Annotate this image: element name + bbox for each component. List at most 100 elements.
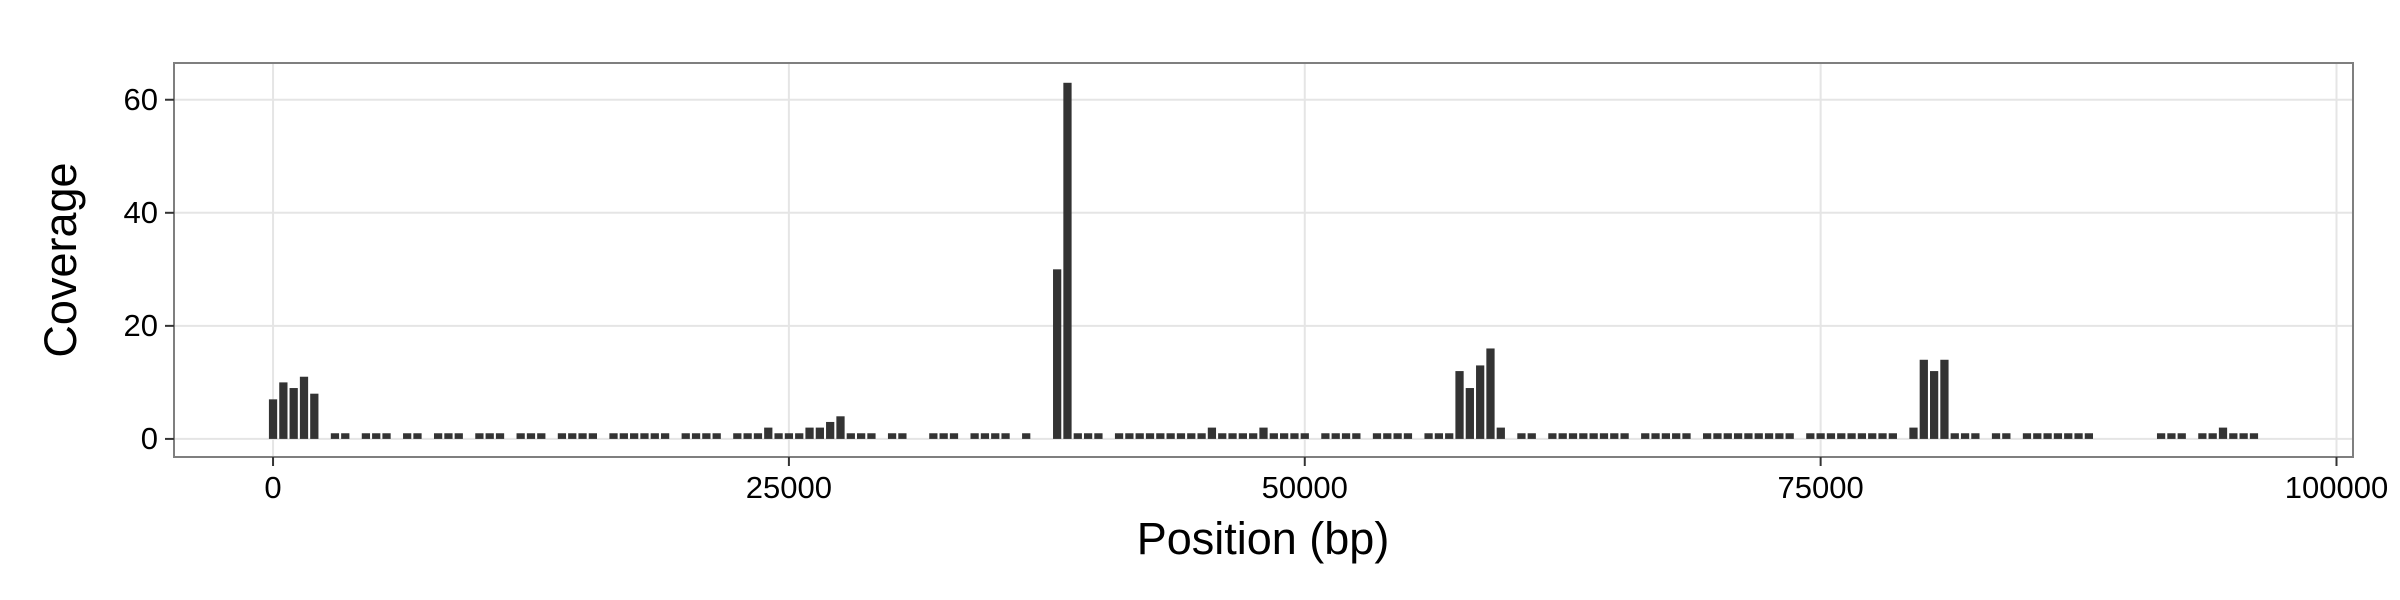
bar: [1403, 433, 1413, 439]
bar: [2022, 433, 2032, 439]
bar: [2229, 433, 2238, 439]
bar: [2074, 433, 2083, 439]
bar: [1445, 433, 1454, 439]
bar: [1156, 433, 1165, 439]
x-tick-label: 75000: [1778, 470, 1864, 505]
bar: [1352, 433, 1361, 439]
bar: [939, 433, 948, 439]
bar: [1754, 433, 1763, 439]
bar: [268, 399, 278, 439]
bar: [1197, 433, 1206, 439]
bar: [568, 433, 577, 439]
y-tick-label: 0: [141, 421, 158, 456]
bar: [846, 433, 855, 439]
bar: [2167, 433, 2176, 439]
plot-panel: [174, 63, 2353, 457]
bar: [495, 433, 505, 439]
bar: [980, 433, 990, 439]
bar: [537, 433, 546, 439]
bar: [2053, 433, 2063, 439]
panel-border: [173, 62, 2354, 458]
bar: [289, 388, 298, 439]
bar: [1486, 348, 1495, 439]
bar: [1785, 433, 1794, 439]
bar: [1053, 269, 1062, 439]
x-tick-label: 100000: [2285, 470, 2388, 505]
bar: [1558, 433, 1567, 439]
bar: [949, 433, 959, 439]
bar: [1837, 433, 1846, 439]
bar: [475, 433, 484, 439]
bar: [1424, 433, 1433, 439]
bar: [299, 376, 309, 439]
bar: [1806, 433, 1815, 439]
bar: [1826, 433, 1836, 439]
bar: [1022, 433, 1031, 439]
bar: [1857, 433, 1867, 439]
x-axis-title: Position (bp): [1137, 513, 1390, 564]
bar: [1063, 82, 1072, 439]
bar: [1651, 433, 1660, 439]
bar: [1259, 427, 1268, 439]
bar: [2064, 433, 2073, 439]
bar: [753, 433, 763, 439]
bar: [1568, 433, 1578, 439]
bar: [279, 382, 288, 439]
bar: [2249, 433, 2259, 439]
bar: [1476, 365, 1485, 439]
bar: [578, 433, 587, 439]
bar: [1001, 433, 1010, 439]
bar: [887, 433, 897, 439]
x-tick-label: 50000: [1262, 470, 1348, 505]
bar: [857, 433, 866, 439]
y-tick-label: 60: [124, 82, 158, 117]
bar: [1733, 433, 1743, 439]
bar: [1878, 433, 1887, 439]
bar: [1527, 433, 1536, 439]
bar: [1455, 371, 1464, 439]
bar: [2033, 433, 2042, 439]
bar: [1383, 433, 1392, 439]
bar: [1672, 433, 1681, 439]
bar: [1744, 433, 1753, 439]
bar: [1775, 433, 1784, 439]
bar: [1641, 433, 1650, 439]
bar: [1888, 433, 1897, 439]
bar: [382, 433, 391, 439]
bar: [795, 433, 804, 439]
bar: [1610, 433, 1619, 439]
grid: [174, 63, 2353, 457]
bar: [1661, 433, 1670, 439]
bar: [2198, 433, 2207, 439]
bar: [1125, 433, 1134, 439]
bar: [444, 433, 453, 439]
bar: [991, 433, 1000, 439]
bar: [691, 433, 701, 439]
bar: [1929, 371, 1939, 439]
bar: [2156, 433, 2166, 439]
bar: [1094, 433, 1103, 439]
bar: [640, 433, 649, 439]
bar: [1331, 433, 1340, 439]
bar: [1465, 388, 1474, 439]
bar: [2239, 433, 2248, 439]
bar: [1950, 433, 1959, 439]
bar: [836, 416, 845, 439]
bar: [1114, 433, 1124, 439]
bar: [485, 433, 494, 439]
bar: [609, 433, 618, 439]
bar: [1868, 433, 1877, 439]
bar: [341, 433, 350, 439]
bar: [898, 433, 907, 439]
bar: [516, 433, 525, 439]
bar: [1919, 359, 1928, 439]
bar: [619, 433, 628, 439]
bar: [867, 433, 876, 439]
bar: [1713, 433, 1722, 439]
bar: [1145, 433, 1155, 439]
bar: [1341, 433, 1351, 439]
bar: [650, 433, 659, 439]
y-tick-label: 40: [124, 195, 158, 230]
bar: [2177, 433, 2186, 439]
bar: [557, 433, 567, 439]
